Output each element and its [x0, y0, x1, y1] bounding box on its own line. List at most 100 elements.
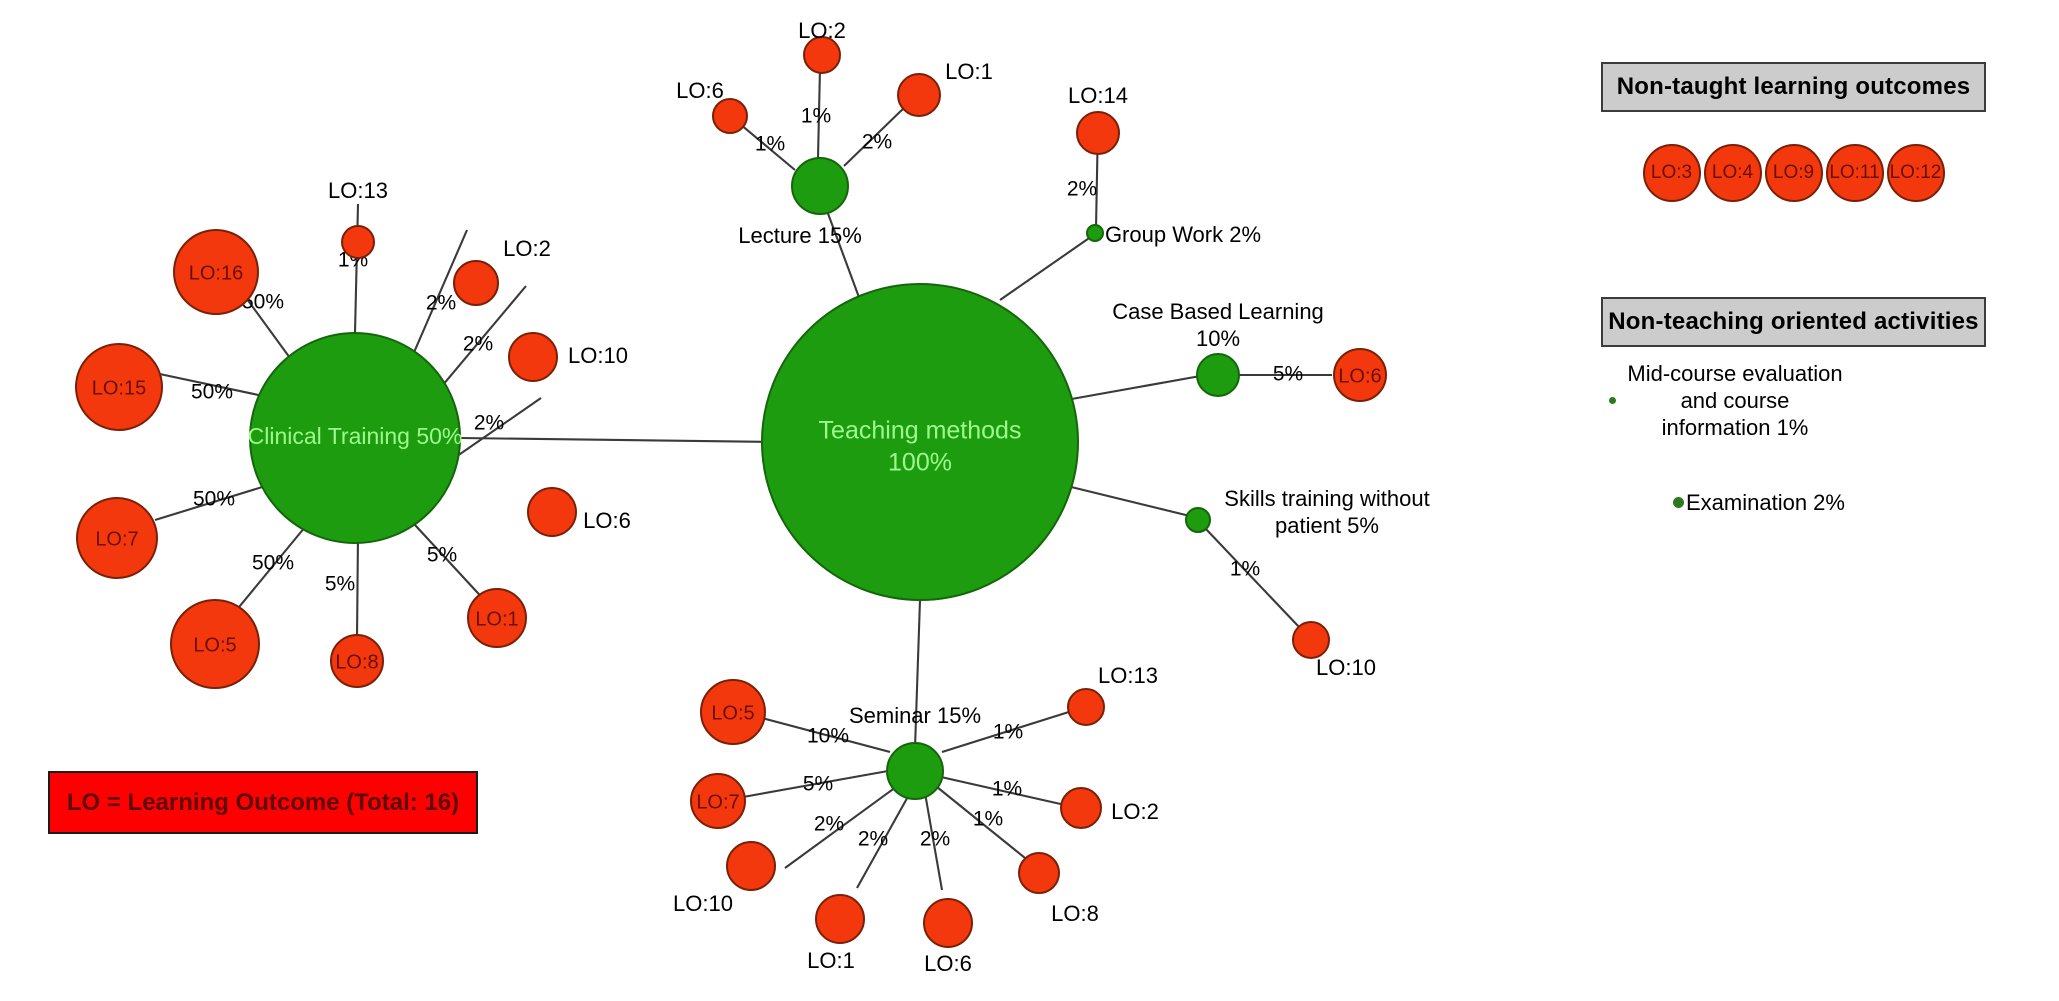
weight-lecture-lo2: 1% [801, 105, 831, 128]
list-item[interactable]: LO:3 [1642, 144, 1701, 202]
panel-title: Non-teaching oriented activities [1608, 308, 1979, 335]
edge-clinical-lo10 [436, 285, 527, 393]
weight-seminar-lo7: 5% [803, 773, 833, 796]
edge-clinical-lo2 [411, 229, 468, 358]
hub-node-lecture[interactable] [791, 157, 849, 215]
weight-clinical-lo15: 50% [191, 381, 233, 404]
weight-lecture-lo1: 2% [862, 131, 892, 154]
edge-center-clinical [459, 436, 779, 444]
hub-node-label-line1: Teaching methods [819, 417, 1022, 445]
lo-node-label: LO:10 [673, 891, 733, 916]
weight-seminar-lo5: 10% [807, 725, 849, 748]
weight-seminar-lo13: 1% [993, 721, 1023, 744]
lo-node-clinical-lo15[interactable] [75, 343, 163, 431]
hub-node-label-line2: patient 5% [1275, 513, 1379, 538]
activity-label: Examination 2% [1686, 490, 1845, 515]
edge-clinical-lo5 [229, 520, 311, 619]
edge-center-lecture [822, 199, 861, 301]
activity-label: Mid-course evaluation and course informa… [1627, 361, 1843, 440]
lo-node-seminar-lo13[interactable] [1067, 688, 1105, 726]
lo-node-clinical-lo13[interactable] [341, 225, 375, 259]
weight-seminar-lo10: 2% [814, 813, 844, 836]
lo-node-skills-lo10[interactable] [1292, 621, 1330, 659]
lo-node-lecture-lo2[interactable] [803, 36, 841, 74]
center-edges [459, 199, 1207, 749]
hub-node-label-line1: Case Based Learning [1112, 299, 1324, 324]
edge-center-seminar [913, 599, 922, 749]
hub-node-clinical-training[interactable] [249, 332, 461, 544]
hub-node-label-line2: 10% [1196, 326, 1240, 351]
lo-node-clinical-lo2[interactable] [453, 260, 499, 306]
lo-node-label: LO:5 [193, 634, 236, 656]
edge-seminar-lo10 [784, 786, 897, 869]
edge-clinical-lo8 [355, 534, 360, 639]
weight-clinical-lo5: 50% [252, 552, 294, 575]
weight-cbl-lo6: 5% [1273, 363, 1303, 386]
lo-node-clinical-lo10[interactable] [508, 332, 558, 382]
list-item[interactable]: Mid-course evaluation and course informa… [1609, 360, 2001, 441]
lo-node-cbl-lo6[interactable] [1333, 348, 1387, 402]
center-hub: Teaching methods 100% [761, 283, 1079, 601]
lo-node-lecture-lo1[interactable] [897, 73, 941, 117]
green-dot-icon [1609, 397, 1616, 404]
lo-node-label: LO:7 [95, 528, 138, 550]
lo-node-seminar-lo5[interactable] [700, 679, 766, 745]
skills-edges [1204, 527, 1301, 629]
weight-skills-lo10: 1% [1230, 558, 1260, 581]
list-item[interactable]: LO:9 [1764, 144, 1823, 202]
lo-node-label: LO:15 [92, 377, 146, 399]
lo-node-seminar-lo1[interactable] [815, 894, 865, 944]
list-item[interactable]: LO:11 [1825, 144, 1884, 202]
lo-node-label: LO:1 [807, 948, 855, 973]
lo-node-clinical-lo8[interactable] [330, 634, 384, 688]
weight-seminar-lo6: 2% [920, 828, 950, 851]
edge-seminar-lo8 [936, 786, 1031, 863]
non-teaching-activities-list: Mid-course evaluation and course informa… [1601, 360, 2001, 516]
green-dot-icon [1673, 497, 1684, 508]
lo-node-label: LO:7 [696, 791, 739, 813]
lo-node-clinical-lo5[interactable] [170, 599, 260, 689]
weight-seminar-lo2: 1% [992, 778, 1022, 801]
lo-node-label: LO:8 [1051, 901, 1099, 926]
weight-groupwork-lo14: 2% [1067, 178, 1097, 201]
edge-lecture-lo6 [739, 123, 796, 171]
hub-node-skills[interactable] [1185, 507, 1211, 533]
lo-node-seminar-lo7[interactable] [690, 773, 746, 829]
list-item[interactable]: LO:12 [1886, 144, 1945, 202]
skills-cluster: LO:10 Skills training without patient 5% [1185, 486, 1430, 680]
lo-node-clinical-lo1[interactable] [467, 588, 527, 648]
lo-node-groupwork-lo14[interactable] [1076, 111, 1120, 155]
list-item[interactable]: LO:4 [1703, 144, 1762, 202]
weight-clinical-lo6: 2% [474, 412, 504, 435]
hub-node-label: Seminar 15% [849, 703, 981, 728]
lo-node-clinical-lo7[interactable] [76, 497, 158, 579]
edge-clinical-lo1 [402, 511, 489, 605]
lo-node-label: LO:6 [676, 78, 724, 103]
lo-node-seminar-lo2[interactable] [1060, 787, 1102, 829]
hub-node-seminar[interactable] [886, 742, 944, 800]
hub-node-label-line2: 100% [888, 449, 952, 477]
lo-node-clinical-lo6[interactable] [527, 487, 577, 537]
lo-node-label: LO:13 [1098, 663, 1158, 688]
lo-node-seminar-lo10[interactable] [726, 841, 776, 891]
lo-node-label: LO:16 [189, 262, 243, 284]
edge-seminar-lo6 [923, 792, 944, 891]
list-item[interactable]: Examination 2% [1673, 489, 2001, 516]
non-taught-lo-list: LO:3 LO:4 LO:9 LO:11 LO:12 [1601, 142, 1986, 204]
hub-node-cbl[interactable] [1196, 353, 1240, 397]
lo-node-seminar-lo6[interactable] [923, 898, 973, 948]
edge-weight-labels: 50% 1% 2% 2% 50% 2% 50% 5% 50% 5% 1% 1% … [191, 105, 1303, 851]
edge-center-skills [1062, 483, 1199, 520]
lo-node-label: LO:2 [798, 18, 846, 43]
lo-node-lecture-lo6[interactable] [712, 98, 748, 134]
hub-node-label: Clinical Training 50% [248, 423, 463, 449]
edge-center-groupwork [999, 233, 1096, 301]
hub-node-groupwork[interactable] [1086, 224, 1104, 242]
lo-node-label: LO:10 [568, 343, 628, 368]
non-teaching-activities-panel: Non-teaching oriented activities [1601, 297, 1986, 347]
lo-node-seminar-lo8[interactable] [1018, 852, 1060, 894]
hub-node-teaching-methods[interactable] [761, 283, 1079, 601]
lo-node-clinical-lo16[interactable] [173, 229, 259, 315]
hub-node-label: Lecture 15% [738, 223, 862, 248]
